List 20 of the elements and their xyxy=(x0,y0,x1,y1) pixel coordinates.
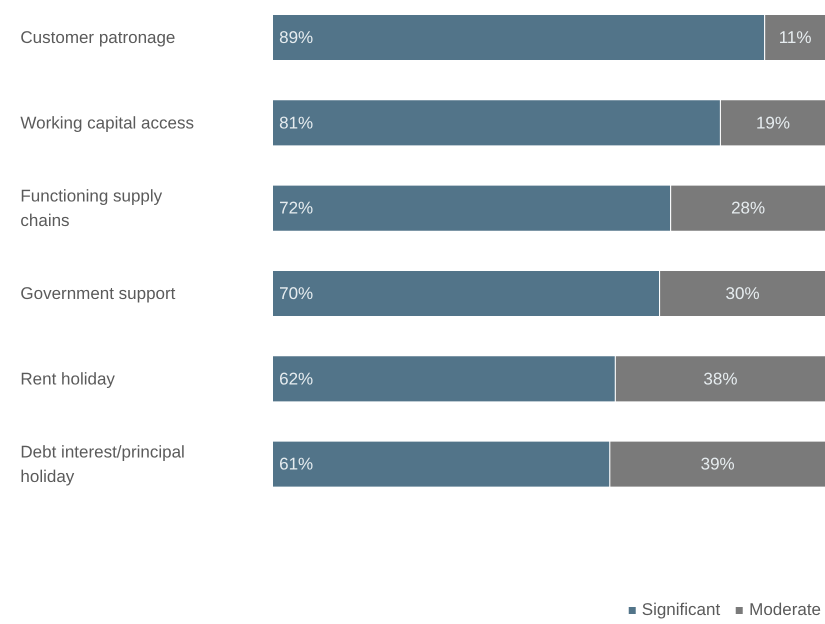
y-tick-label: Debt interest/principal holiday xyxy=(20,442,185,486)
data-label: 61% xyxy=(279,454,314,474)
legend-label: Moderate xyxy=(749,600,821,620)
y-tick-label: Government support xyxy=(20,284,176,303)
data-label: 70% xyxy=(279,284,314,303)
data-label: 30% xyxy=(726,284,760,303)
y-tick-label: Functioning supply chains xyxy=(20,186,163,230)
data-label: 38% xyxy=(703,369,738,388)
data-label: 72% xyxy=(279,198,314,218)
legend-label: Significant xyxy=(642,600,720,620)
y-tick-label: Rent holiday xyxy=(20,369,116,388)
data-label: 28% xyxy=(731,198,766,218)
y-tick-label: Working capital access xyxy=(20,113,194,132)
data-label: 62% xyxy=(279,369,314,388)
data-label: 39% xyxy=(700,454,735,474)
data-label: 11% xyxy=(778,28,812,48)
data-label: 81% xyxy=(279,113,314,132)
y-tick-label: Customer patronage xyxy=(20,28,176,48)
data-label: 89% xyxy=(279,28,314,48)
data-label: 19% xyxy=(756,113,790,132)
